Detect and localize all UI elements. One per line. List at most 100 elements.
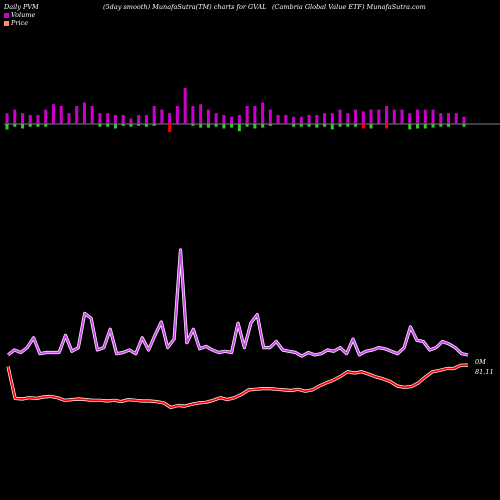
- volume-bar-down: [423, 124, 427, 129]
- volume-bar-down: [144, 124, 148, 127]
- volume-bar-up: [152, 106, 156, 124]
- volume-bar-down: [237, 124, 241, 132]
- volume-bar-up: [160, 109, 164, 124]
- legend-label-volume: Volume: [11, 11, 36, 19]
- volume-bar-down: [253, 124, 257, 129]
- volume-bar-down: [261, 124, 265, 128]
- volume-bar-down: [13, 124, 17, 127]
- volume-bar-up: [222, 115, 226, 124]
- volume-line-outline: [7, 248, 469, 358]
- volume-bar-up: [307, 115, 311, 124]
- volume-bar-down: [462, 124, 466, 127]
- volume-bar-up: [361, 111, 365, 124]
- volume-bar-up: [431, 109, 435, 124]
- volume-bar-up: [13, 109, 17, 124]
- volume-bar-down: [137, 124, 141, 126]
- volume-bar-up: [51, 104, 55, 124]
- volume-bar-down: [206, 124, 210, 128]
- legend-item-volume: Volume: [4, 11, 35, 19]
- volume-bar-up: [137, 115, 141, 124]
- volume-bar-down: [292, 124, 296, 127]
- volume-bar-down: [408, 124, 412, 130]
- volume-bar-up: [400, 109, 404, 124]
- volume-bar-down: [106, 124, 110, 127]
- volume-bar-down: [439, 124, 443, 127]
- volume-bar-down: [199, 124, 203, 128]
- legend-swatch-price: [4, 20, 9, 26]
- volume-bar-up: [369, 109, 373, 124]
- volume-bar-up: [338, 109, 342, 124]
- volume-bar-down: [36, 124, 40, 127]
- volume-bar-up: [206, 109, 210, 124]
- volume-bar-down: [168, 124, 172, 133]
- volume-bar-up: [416, 109, 420, 124]
- volume-bar-up: [82, 102, 86, 124]
- volume-line: [7, 249, 469, 357]
- volume-bar-down: [338, 124, 342, 127]
- volume-bar-up: [346, 113, 350, 124]
- volume-bar-down: [447, 124, 451, 127]
- volume-bar-up: [75, 106, 79, 124]
- chart-subtitle: (5day smooth) MunafaSutra(TM) charts for…: [103, 3, 267, 11]
- volume-bar-up: [330, 113, 334, 124]
- volume-bar-up: [392, 109, 396, 124]
- volume-bar-down: [330, 124, 334, 130]
- volume-bar-down: [385, 124, 389, 129]
- volume-bar-down: [245, 124, 249, 127]
- volume-bar-up: [292, 116, 296, 124]
- volume-bar-up: [299, 116, 303, 124]
- volume-bar-up: [237, 115, 241, 124]
- legend-label-price: Price: [11, 19, 29, 27]
- volume-bar-down: [113, 124, 117, 129]
- volume-bar-down: [129, 124, 133, 127]
- volume-bar-up: [59, 106, 63, 124]
- volume-end-label: 0M: [475, 358, 486, 366]
- volume-bar-up: [454, 113, 458, 124]
- volume-bar-down: [361, 124, 365, 129]
- volume-bar-up: [5, 113, 9, 124]
- volume-bar-up: [20, 113, 24, 124]
- volume-bar-down: [354, 124, 358, 127]
- volume-bar-down: [121, 124, 125, 126]
- volume-bar-up: [106, 113, 110, 124]
- volume-bar-down: [416, 124, 420, 129]
- volume-bar-down: [230, 124, 234, 128]
- volume-bar-up: [28, 115, 32, 124]
- volume-bar-up: [191, 106, 195, 124]
- volume-bar-up: [90, 106, 94, 124]
- volume-bar-up: [168, 113, 172, 124]
- volume-bar-up: [276, 115, 280, 124]
- volume-bar-up: [183, 88, 187, 124]
- volume-bar-down: [299, 124, 303, 127]
- price-line: [7, 364, 469, 409]
- volume-bar-up: [199, 104, 203, 124]
- volume-bar-up: [462, 116, 466, 124]
- volume-bar-down: [191, 124, 195, 126]
- volume-bar-up: [253, 106, 257, 124]
- volume-bar-down: [323, 124, 327, 127]
- volume-bar-down: [20, 124, 24, 129]
- volume-bar-up: [423, 109, 427, 124]
- volume-bar-down: [28, 124, 32, 127]
- volume-bar-down: [44, 124, 48, 127]
- volume-bar-down: [315, 124, 319, 128]
- volume-bar-up: [268, 109, 272, 124]
- volume-bar-up: [144, 115, 148, 124]
- volume-bar-down: [307, 124, 311, 127]
- volume-bar-up: [377, 109, 381, 124]
- legend-item-price: Price: [4, 19, 28, 27]
- volume-bar-up: [439, 113, 443, 124]
- volume-bar-up: [175, 106, 179, 124]
- volume-bar-down: [369, 124, 373, 129]
- volume-bar-up: [113, 115, 117, 124]
- volume-bar-down: [98, 124, 102, 127]
- volume-bar-up: [214, 113, 218, 124]
- volume-bar-up: [121, 115, 125, 124]
- volume-bar-up: [67, 113, 71, 124]
- volume-bar-up: [98, 113, 102, 124]
- volume-bar-up: [44, 109, 48, 124]
- volume-bar-down: [431, 124, 435, 128]
- volume-bar-up: [323, 113, 327, 124]
- volume-bar-up: [354, 109, 358, 124]
